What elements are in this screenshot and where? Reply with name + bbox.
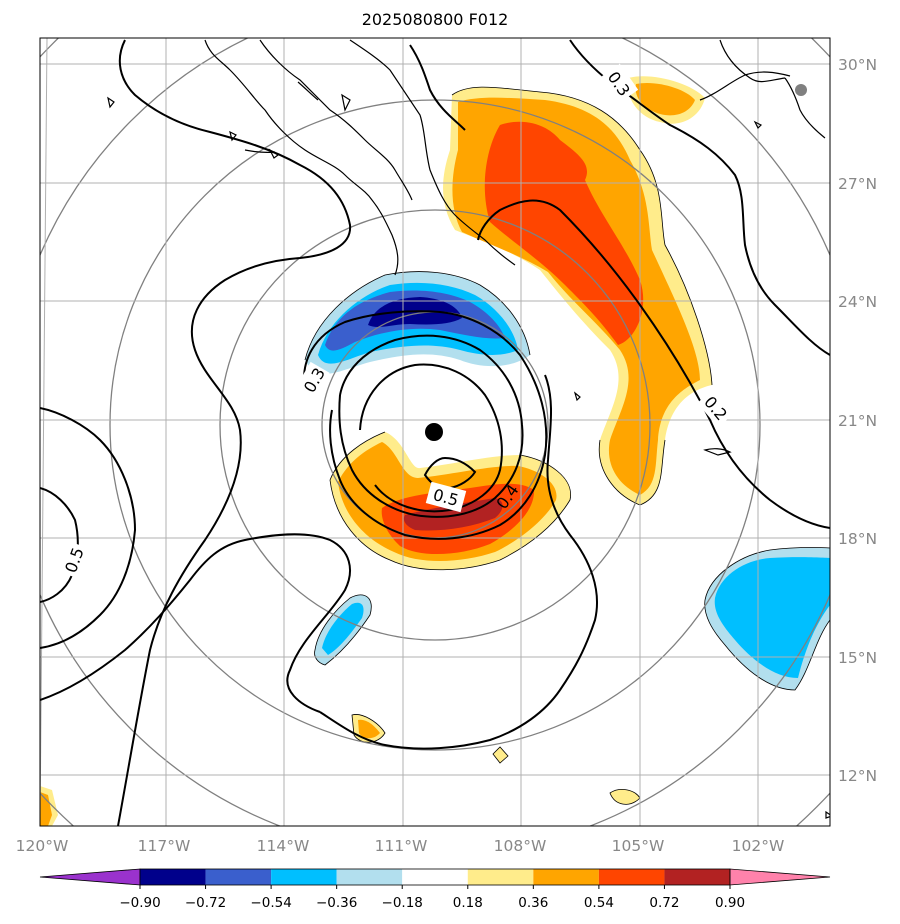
lon-label: 117°W [138, 837, 191, 855]
colorbar-tick-label: 0.72 [649, 895, 679, 911]
graticule [40, 38, 830, 826]
lat-label: 15°N [838, 649, 877, 667]
lon-label: 120°W [16, 837, 69, 855]
lon-label: 114°W [257, 837, 310, 855]
negative-anomaly-fill [305, 271, 830, 690]
longitude-labels: 120°W 117°W 114°W 111°W 108°W 105°W 102°… [16, 837, 785, 855]
lat-label: 12°N [838, 767, 877, 785]
colorbar-segment [336, 869, 403, 885]
lat-label: 18°N [838, 530, 877, 548]
map-title: 2025080800 F012 [361, 10, 509, 29]
colorbar-tick-label: −0.72 [185, 895, 226, 911]
latitude-labels: 30°N 27°N 24°N 21°N 18°N 15°N 12°N [838, 56, 877, 785]
plot-frame [39, 37, 831, 827]
colorbar-segment [271, 869, 337, 885]
lon-label: 105°W [612, 837, 665, 855]
colorbar-extend-high [729, 868, 831, 886]
colorbar: −0.90 −0.72 −0.54 −0.36 −0.18 0.18 0.36 0.54 0.7… [39, 868, 831, 911]
contour-labels: 0.3 0.3 0.5 0.4 0.2 0.5 [57, 63, 735, 580]
colorbar-segment [140, 869, 206, 885]
lon-label: 111°W [375, 837, 428, 855]
coastlines [107, 39, 830, 819]
colorbar-tick-label: −0.18 [382, 895, 423, 911]
lat-label: 27°N [838, 175, 877, 193]
storm-center-marker [425, 423, 443, 441]
colorbar-tick-label: 0.54 [584, 895, 614, 911]
colorbar-segment [205, 869, 272, 885]
colorbar-tick-label: −0.36 [316, 895, 357, 911]
station-marker [795, 84, 807, 96]
colorbar-segment [598, 869, 665, 885]
colorbar-tick-label: 0.90 [715, 895, 745, 911]
colorbar-extend-low [39, 868, 141, 886]
lon-label: 108°W [494, 837, 547, 855]
colorbar-segment [533, 869, 599, 885]
lon-label: 102°W [732, 837, 785, 855]
lat-label: 30°N [838, 56, 877, 74]
colorbar-segment [467, 869, 534, 885]
colorbar-segment [664, 869, 730, 885]
colorbar-segment [402, 869, 468, 885]
lat-label: 21°N [838, 412, 877, 430]
positive-anomaly-fill [40, 76, 712, 826]
colorbar-tick-label: −0.90 [119, 895, 160, 911]
colorbar-tick-label: −0.54 [250, 895, 291, 911]
colorbar-tick-label: 0.36 [518, 895, 548, 911]
colorbar-tick-label: 0.18 [453, 895, 483, 911]
lat-label: 24°N [838, 293, 877, 311]
